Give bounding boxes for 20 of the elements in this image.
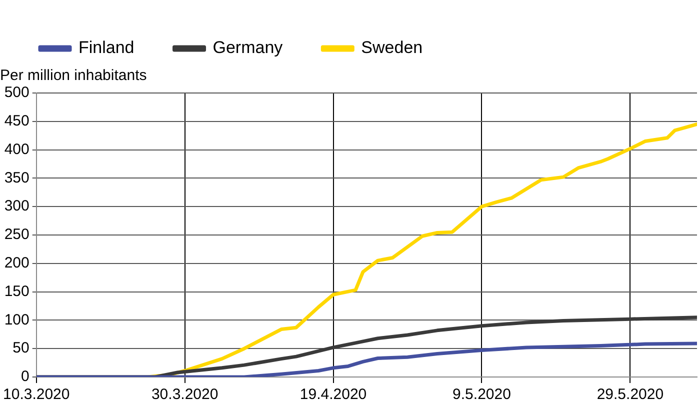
x-tick-label: 9.5.2020 [452, 386, 511, 404]
y-tick-label: 400 [4, 140, 30, 158]
y-tick-label: 350 [4, 169, 30, 186]
x-tick-label: 10.3.2020 [3, 386, 70, 404]
y-axis-title: Per million inhabitants [0, 67, 147, 84]
x-tick-label: 19.4.2020 [300, 386, 367, 404]
y-tick-label: 200 [4, 254, 30, 272]
legend-label: Finland [78, 38, 134, 58]
y-tick-label: 0 [21, 368, 30, 386]
legend-label: Germany [212, 38, 284, 58]
x-tick-label: 30.3.2020 [151, 386, 218, 404]
y-tick-label: 100 [4, 311, 30, 328]
y-tick-label: 300 [4, 198, 30, 215]
legend-label: Sweden [361, 38, 423, 58]
y-tick-label: 50 [12, 340, 30, 357]
y-tick-label: 150 [4, 282, 30, 300]
y-tick-label: 500 [4, 84, 30, 102]
y-tick-label: 250 [4, 226, 30, 244]
y-tick-label: 450 [4, 112, 30, 130]
x-tick-label: 29.5.2020 [596, 386, 664, 404]
